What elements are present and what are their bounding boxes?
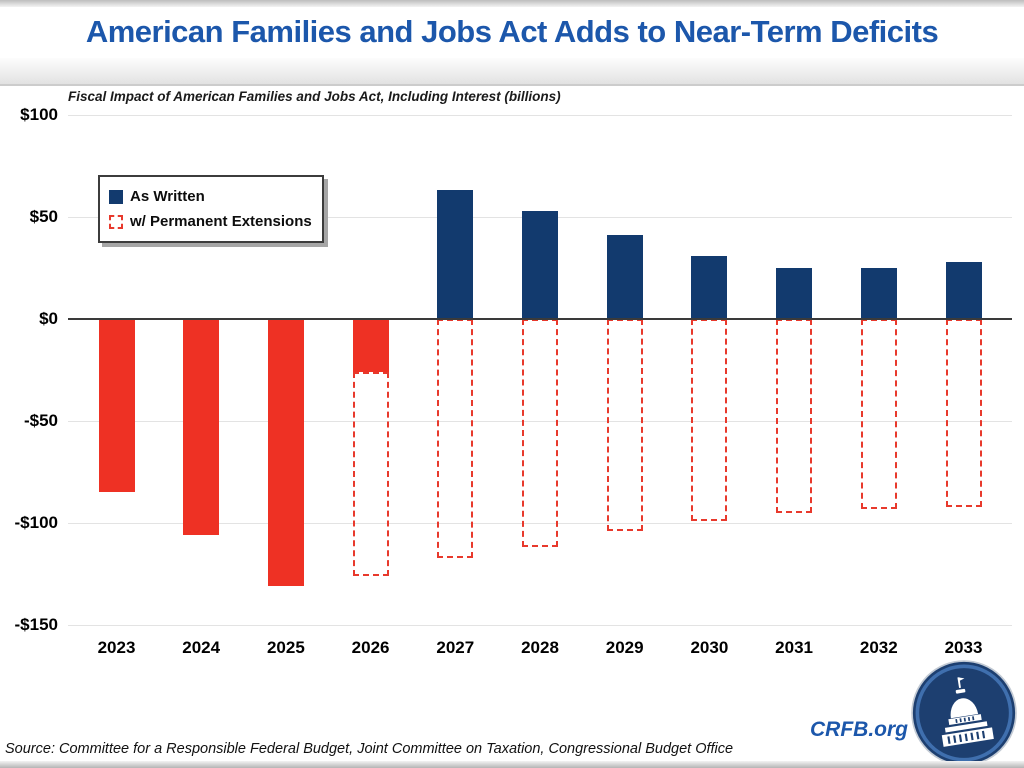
bar-permanent-extensions <box>945 319 982 507</box>
brand-wordmark: CRFB.org <box>810 718 908 741</box>
bar-as-written <box>860 268 897 319</box>
x-tick-label: 2026 <box>351 638 390 657</box>
bar-as-written <box>267 319 304 587</box>
bar-as-written <box>606 235 643 319</box>
x-tick-label: 2033 <box>944 638 983 657</box>
plot-area <box>68 115 1012 626</box>
y-tick-label: $100 <box>20 105 58 124</box>
bar-permanent-extensions <box>776 319 813 513</box>
x-tick-label: 2025 <box>266 638 305 657</box>
gridline <box>68 625 1012 626</box>
bar-as-written <box>183 319 220 536</box>
legend-label: As Written <box>130 188 205 205</box>
header-divider-band <box>0 58 1024 86</box>
y-tick-label: -$50 <box>23 411 58 430</box>
x-tick-label: 2024 <box>182 638 221 657</box>
gridline <box>68 421 1012 422</box>
y-tick-label: -$150 <box>14 615 58 634</box>
bar-as-written <box>776 268 813 319</box>
y-tick-label: -$100 <box>14 513 58 532</box>
bar-as-written <box>352 319 389 373</box>
legend-label: w/ Permanent Extensions <box>130 213 312 230</box>
gridline <box>68 523 1012 524</box>
bottom-edge-strip <box>0 761 1024 768</box>
crfb-logo <box>911 660 1017 766</box>
page-title: American Families and Jobs Act Adds to N… <box>85 14 939 49</box>
zero-axis-line <box>68 318 1012 320</box>
bar-permanent-extensions <box>437 319 474 558</box>
bar-as-written <box>691 255 728 319</box>
bar-permanent-extensions <box>606 319 643 532</box>
capitol-icon <box>911 660 1017 766</box>
x-tick-label: 2027 <box>436 638 475 657</box>
x-tick-label: 2029 <box>605 638 644 657</box>
chart-subtitle: Fiscal Impact of American Families and J… <box>68 89 561 104</box>
chart-legend: As Written w/ Permanent Extensions <box>98 175 324 243</box>
bar-permanent-extensions <box>860 319 897 509</box>
x-tick-label: 2031 <box>775 638 813 657</box>
dashed-red-swatch-icon <box>109 214 123 229</box>
bar-permanent-extensions <box>352 372 389 577</box>
legend-item-as-written: As Written <box>109 184 312 209</box>
source-note: Source: Committee for a Responsible Fede… <box>5 741 734 757</box>
x-tick-label: 2023 <box>97 638 136 657</box>
x-tick-label: 2032 <box>859 638 898 657</box>
bar-as-written <box>98 319 135 493</box>
x-tick-label: 2028 <box>521 638 559 657</box>
legend-item-permanent-extensions: w/ Permanent Extensions <box>109 209 312 234</box>
x-tick-label: 2030 <box>690 638 729 657</box>
top-edge-strip <box>0 0 1024 7</box>
bar-permanent-extensions <box>691 319 728 521</box>
solid-navy-swatch-icon <box>109 189 123 204</box>
bar-as-written <box>522 210 558 319</box>
y-axis-labels: $100 $50 $0 -$50 -$100 -$150 <box>0 105 58 635</box>
bar-as-written <box>945 261 982 319</box>
gridline <box>68 115 1012 116</box>
bar-permanent-extensions <box>522 319 558 548</box>
y-tick-label: $0 <box>39 309 58 328</box>
bar-as-written <box>437 190 474 319</box>
x-axis-labels: 2023 2024 2025 2026 2027 2028 2029 2030 2031 2032… <box>68 638 1012 664</box>
y-tick-label: $50 <box>29 207 58 226</box>
